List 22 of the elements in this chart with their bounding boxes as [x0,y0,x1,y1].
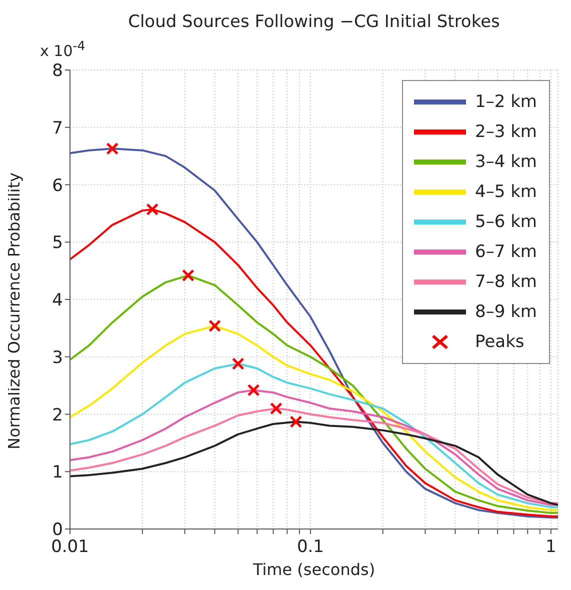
y-tick-label: 4 [52,290,63,311]
legend-label: 6–7 km [475,242,537,262]
x-tick-label: 0.1 [296,537,324,558]
text: x 10$^{-4}$ [40,38,86,60]
y-tick-label: 8 [52,61,63,82]
legend-label: 7–8 km [475,272,537,292]
y-tick-label: 7 [52,118,63,138]
legend-label: 8–9 km [475,302,537,322]
legend-label: 2–3 km [475,122,537,142]
legend-label: Peaks [475,332,524,352]
x-tick-label: 1 [546,537,556,558]
x-axis-title: Time (seconds) [252,560,376,579]
legend-label: 3–4 km [475,152,537,172]
chart-title: Cloud Sources Following −CG Initial Strokes [127,12,501,32]
y-tick-label: 2 [52,405,63,426]
legend-label: 1–2 km [475,92,537,112]
legend-label: 4–5 km [475,182,537,202]
legend-label: 5–6 km [475,212,537,232]
y-tick-label: 1 [52,462,63,483]
y-tick-label: 6 [52,176,63,196]
y-tick-label: 3 [52,348,63,368]
y-tick-label: 5 [52,233,63,254]
